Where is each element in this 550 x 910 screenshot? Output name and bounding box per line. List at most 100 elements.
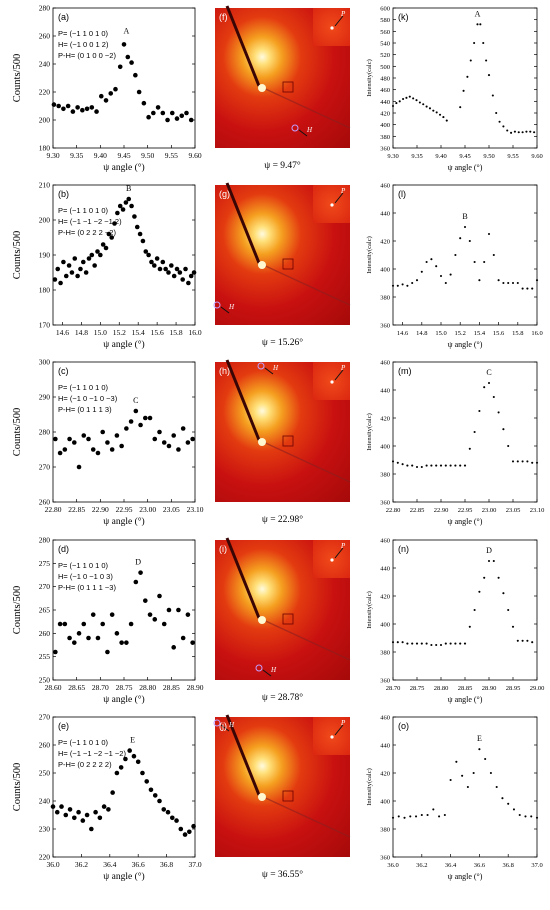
data-point	[62, 621, 68, 627]
data-point	[105, 649, 110, 655]
data-point	[529, 130, 532, 133]
data-point	[525, 130, 528, 133]
data-point	[147, 612, 153, 617]
panel-label: (d)	[58, 544, 69, 554]
data-point	[484, 757, 487, 761]
y-tick-label: 260	[39, 629, 51, 638]
x-tick-label: 36.0	[46, 860, 59, 869]
data-point	[65, 103, 71, 109]
x-tick-label: 22.90	[92, 505, 109, 514]
y-tick-label: 380	[380, 295, 390, 302]
data-point	[442, 116, 445, 119]
data-point	[531, 461, 534, 464]
x-axis-label: ψ angle (°)	[448, 340, 483, 349]
data-point	[62, 447, 68, 452]
x-tick-label: 28.85	[163, 683, 180, 692]
y-tick-label: 440	[380, 388, 390, 395]
data-point	[445, 119, 448, 122]
diffraction-image-g: P Hψ = 15.26° (g)	[213, 182, 351, 348]
roi-box	[282, 258, 294, 270]
data-point	[117, 64, 123, 70]
data-point	[100, 429, 105, 435]
data-point	[415, 642, 419, 645]
h-arrow	[220, 306, 230, 314]
h-spot	[213, 719, 221, 727]
x-tick-label: 14.8	[416, 330, 427, 337]
data-point	[449, 273, 452, 276]
inset-spot	[330, 26, 334, 30]
data-point	[502, 281, 505, 285]
chart-panel-k: 360 380 400 420 440 460 480 500 520 540 560 580 600 9…	[366, 6, 543, 173]
y-tick-label: 265	[39, 606, 51, 615]
x-tick-label: 9.50	[141, 151, 154, 160]
data-point	[397, 815, 400, 818]
data-point	[129, 60, 134, 65]
data-point	[157, 266, 163, 272]
diffraction-streak	[258, 794, 351, 838]
miller-index-line: P-H= (0 1 0 0 −2)	[58, 51, 116, 60]
x-tick-label: 28.90	[482, 685, 497, 692]
data-point	[478, 590, 481, 593]
data-point	[113, 86, 118, 92]
data-point	[422, 103, 425, 106]
data-point	[89, 826, 94, 832]
data-point	[160, 259, 166, 265]
miller-index-line: P= (−1 1 0 1 0)	[58, 738, 109, 747]
x-tick-label: 28.70	[386, 685, 401, 692]
data-point	[487, 232, 491, 236]
peak-label: A	[475, 9, 481, 18]
data-point	[412, 97, 415, 100]
x-tick-label: 22.95	[458, 507, 473, 514]
data-point	[128, 419, 134, 424]
y-tick-label: 170	[39, 321, 51, 330]
data-point	[103, 245, 109, 251]
data-point	[391, 104, 395, 108]
chart-panel-b: 170 180 190 200 210 14.6 14.8 15.0 15.2 15.4 15.6 1…	[12, 181, 202, 351]
data-point	[138, 570, 143, 575]
x-tick-label: 36.0	[387, 862, 398, 869]
data-point	[89, 105, 95, 110]
miller-index-line: H= (−1 0 −1 0 −3)	[58, 394, 118, 403]
h-label: H	[306, 126, 313, 134]
data-point	[438, 113, 442, 116]
y-tick-label: 380	[380, 134, 390, 141]
plot-frame	[392, 7, 538, 149]
miller-index-line: P= (−1 1 0 1 0)	[58, 561, 109, 570]
data-point	[105, 440, 110, 445]
data-point	[535, 816, 539, 819]
data-point	[95, 635, 101, 641]
data-point	[489, 771, 492, 775]
data-point	[180, 277, 185, 282]
data-point	[98, 93, 104, 99]
miller-index-line: P-H= (0 2 2 2 −2)	[58, 228, 116, 237]
data-point	[482, 41, 485, 45]
data-point	[391, 816, 395, 819]
data-point	[439, 464, 443, 467]
data-point	[401, 283, 404, 286]
data-point	[132, 214, 137, 219]
data-point	[487, 74, 491, 77]
data-point	[109, 612, 115, 617]
data-point	[396, 641, 399, 644]
x-tick-label: 15.6	[493, 330, 505, 337]
data-point	[462, 89, 465, 92]
x-tick-label: 15.8	[170, 328, 183, 337]
y-tick-label: 280	[39, 536, 51, 545]
y-tick-label: 400	[380, 122, 390, 129]
x-tick-label: 36.4	[445, 862, 457, 869]
data-point	[171, 273, 177, 279]
data-point	[188, 273, 194, 279]
data-point	[449, 464, 452, 467]
psi-caption: ψ = 28.78°	[262, 692, 303, 703]
data-point	[510, 131, 513, 134]
y-tick-label: 380	[380, 827, 390, 834]
x-tick-label: 36.6	[474, 862, 486, 869]
miller-index-line: P= (−1 1 0 1 0)	[58, 206, 109, 215]
data-point	[425, 105, 428, 108]
data-point	[430, 643, 433, 647]
x-tick-label: 15.0	[94, 328, 107, 337]
y-axis-label: Counts/500	[12, 54, 23, 102]
x-axis-label: ψ angle (°)	[103, 516, 144, 527]
data-point	[117, 203, 123, 209]
data-point	[112, 221, 117, 226]
